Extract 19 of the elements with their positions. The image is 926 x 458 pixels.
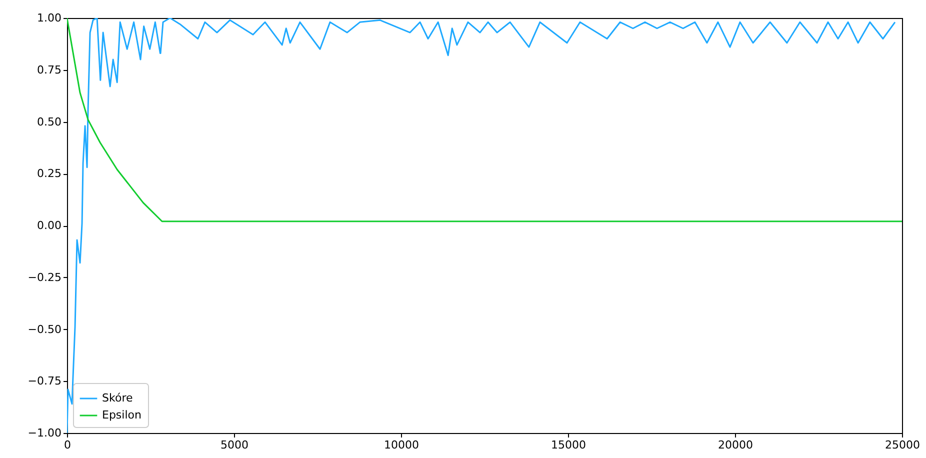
line-series: [67, 18, 902, 222]
legend-label: Skóre: [102, 392, 133, 404]
line-series: [67, 18, 896, 433]
y-tick-label: −0.50: [28, 322, 62, 336]
y-tick-label: −0.75: [28, 374, 62, 388]
x-tick-label: 15000: [551, 438, 586, 452]
x-tick-label: 5000: [220, 438, 248, 452]
y-tick-label: 0.75: [37, 63, 62, 76]
x-tick-label: 0: [64, 438, 71, 452]
x-tick-label: 20000: [718, 438, 753, 452]
y-tick-label: 1.00: [37, 12, 62, 24]
y-tick-label: −1.00: [28, 426, 62, 440]
legend-label: Epsilon: [102, 408, 142, 422]
y-tick-label: 0.00: [37, 219, 62, 232]
y-tick-label: −0.25: [28, 270, 62, 284]
x-tick-label: 25000: [885, 438, 920, 452]
y-tick-label: 0.25: [37, 167, 62, 180]
x-tick-label: 10000: [384, 438, 419, 452]
y-tick-label: 0.50: [37, 115, 62, 128]
